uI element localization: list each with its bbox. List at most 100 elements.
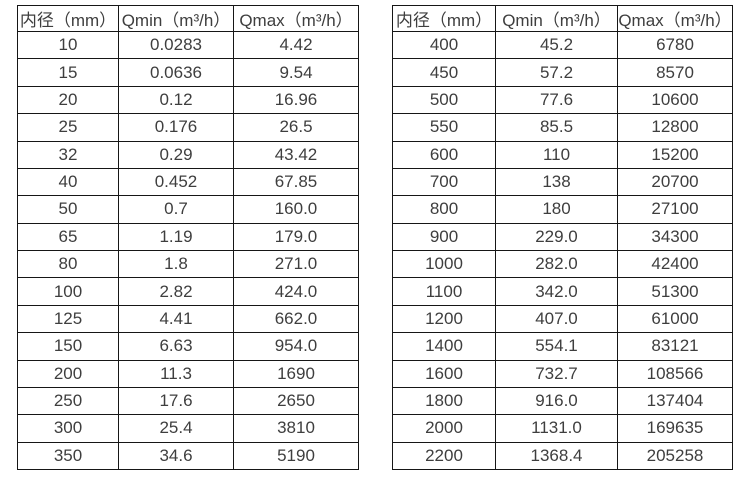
flow-rate-table-small-diameters: 内径（mm） Qmin（m³/h） Qmax（m³/h） 10 0.0283 4.42 1… xyxy=(17,5,359,471)
table-cell-qmin: 110 xyxy=(495,140,618,169)
table-cell-qmax: 15200 xyxy=(617,140,733,169)
flow-rate-table-large-diameters: 内径（mm） Qmin（m³/h） Qmax（m³/h） 400 45.2 6780 45… xyxy=(392,5,733,471)
table-cell-qmax: 3810 xyxy=(233,414,359,443)
table-row: 10 0.0283 4.42 xyxy=(17,30,359,60)
table-cell-qmax: 160.0 xyxy=(233,195,359,224)
table-row: 300 25.4 3810 xyxy=(17,414,359,443)
table-cell-diameter: 150 xyxy=(17,332,119,361)
table-cell-qmax: 271.0 xyxy=(233,249,359,279)
table-cell-diameter: 200 xyxy=(17,359,119,388)
table-cell-qmax: 26.5 xyxy=(233,113,359,142)
header-cell-diameter: 内径（mm） xyxy=(392,5,496,32)
table-row: 1600 732.7 108566 xyxy=(392,359,733,388)
table-cell-qmin: 1.19 xyxy=(118,222,234,252)
table-cell-diameter: 65 xyxy=(17,222,119,252)
table-row: 80 1.8 271.0 xyxy=(17,249,359,279)
table-cell-diameter: 1600 xyxy=(392,359,496,388)
table-cell-qmin: 554.1 xyxy=(495,332,618,361)
table-cell-diameter: 2000 xyxy=(392,414,496,443)
table-cell-qmin: 45.2 xyxy=(495,30,618,60)
table-cell-qmin: 732.7 xyxy=(495,359,618,388)
table-cell-qmax: 5190 xyxy=(233,441,359,471)
table-row: 450 57.2 8570 xyxy=(392,58,733,87)
table-cell-qmin: 34.6 xyxy=(118,441,234,471)
table-body: 10 0.0283 4.42 15 0.0636 9.54 20 0.12 16.96 25 0.1… xyxy=(17,30,359,471)
table-row: 500 77.6 10600 xyxy=(392,85,733,115)
table-row: 2200 1368.4 205258 xyxy=(392,441,733,471)
table-cell-qmin: 0.452 xyxy=(118,167,234,197)
table-row: 150 6.63 954.0 xyxy=(17,332,359,361)
table-row: 600 110 15200 xyxy=(392,140,733,169)
table-cell-qmin: 138 xyxy=(495,167,618,197)
table-cell-diameter: 50 xyxy=(17,195,119,224)
table-cell-qmin: 1131.0 xyxy=(495,414,618,443)
table-cell-qmin: 180 xyxy=(495,195,618,224)
table-cell-qmax: 10600 xyxy=(617,85,733,115)
table-cell-diameter: 550 xyxy=(392,113,496,142)
header-cell-qmin: Qmin（m³/h） xyxy=(118,5,234,32)
table-cell-qmax: 2650 xyxy=(233,386,359,416)
table-cell-diameter: 700 xyxy=(392,167,496,197)
table-cell-qmin: 0.12 xyxy=(118,85,234,115)
table-cell-diameter: 1000 xyxy=(392,249,496,279)
table-cell-diameter: 350 xyxy=(17,441,119,471)
table-cell-diameter: 25 xyxy=(17,113,119,142)
table-cell-diameter: 400 xyxy=(392,30,496,60)
table-cell-diameter: 250 xyxy=(17,386,119,416)
table-cell-qmax: 6780 xyxy=(617,30,733,60)
table-cell-qmax: 169635 xyxy=(617,414,733,443)
table-row: 15 0.0636 9.54 xyxy=(17,58,359,87)
table-cell-qmin: 0.29 xyxy=(118,140,234,169)
table-cell-qmax: 179.0 xyxy=(233,222,359,252)
table-row: 550 85.5 12800 xyxy=(392,113,733,142)
table-cell-diameter: 15 xyxy=(17,58,119,87)
table-cell-qmin: 1.8 xyxy=(118,249,234,279)
table-row: 2000 1131.0 169635 xyxy=(392,414,733,443)
table-cell-qmax: 27100 xyxy=(617,195,733,224)
table-row: 50 0.7 160.0 xyxy=(17,195,359,224)
table-row: 350 34.6 5190 xyxy=(17,441,359,471)
table-cell-qmax: 108566 xyxy=(617,359,733,388)
table-row: 250 17.6 2650 xyxy=(17,386,359,416)
table-cell-qmin: 0.0636 xyxy=(118,58,234,87)
table-cell-diameter: 500 xyxy=(392,85,496,115)
table-cell-qmax: 43.42 xyxy=(233,140,359,169)
table-cell-qmax: 83121 xyxy=(617,332,733,361)
table-row: 900 229.0 34300 xyxy=(392,222,733,252)
table-cell-qmin: 229.0 xyxy=(495,222,618,252)
table-cell-qmin: 1368.4 xyxy=(495,441,618,471)
table-cell-qmax: 16.96 xyxy=(233,85,359,115)
table-cell-qmax: 34300 xyxy=(617,222,733,252)
table-cell-qmax: 42400 xyxy=(617,249,733,279)
table-cell-qmax: 12800 xyxy=(617,113,733,142)
table-row: 400 45.2 6780 xyxy=(392,30,733,60)
table-cell-diameter: 1100 xyxy=(392,277,496,306)
table-cell-diameter: 450 xyxy=(392,58,496,87)
table-cell-diameter: 1400 xyxy=(392,332,496,361)
table-cell-diameter: 125 xyxy=(17,304,119,334)
table-cell-diameter: 20 xyxy=(17,85,119,115)
table-cell-qmin: 77.6 xyxy=(495,85,618,115)
table-row: 20 0.12 16.96 xyxy=(17,85,359,115)
table-cell-qmin: 57.2 xyxy=(495,58,618,87)
table-cell-qmin: 407.0 xyxy=(495,304,618,334)
table-cell-qmin: 282.0 xyxy=(495,249,618,279)
table-cell-qmin: 85.5 xyxy=(495,113,618,142)
table-row: 65 1.19 179.0 xyxy=(17,222,359,252)
table-header-row: 内径（mm） Qmin（m³/h） Qmax（m³/h） xyxy=(17,5,359,32)
table-cell-diameter: 80 xyxy=(17,249,119,279)
table-cell-qmax: 9.54 xyxy=(233,58,359,87)
table-row: 25 0.176 26.5 xyxy=(17,113,359,142)
table-row: 100 2.82 424.0 xyxy=(17,277,359,306)
table-cell-qmax: 662.0 xyxy=(233,304,359,334)
table-cell-qmin: 0.0283 xyxy=(118,30,234,60)
table-cell-qmax: 20700 xyxy=(617,167,733,197)
table-cell-diameter: 1800 xyxy=(392,386,496,416)
table-cell-diameter: 800 xyxy=(392,195,496,224)
table-cell-qmin: 916.0 xyxy=(495,386,618,416)
table-row: 800 180 27100 xyxy=(392,195,733,224)
table-cell-diameter: 1200 xyxy=(392,304,496,334)
table-header-row: 内径（mm） Qmin（m³/h） Qmax（m³/h） xyxy=(392,5,733,32)
table-cell-diameter: 40 xyxy=(17,167,119,197)
table-header-row: 内径（mm） Qmin（m³/h） Qmax（m³/h） xyxy=(17,5,359,32)
